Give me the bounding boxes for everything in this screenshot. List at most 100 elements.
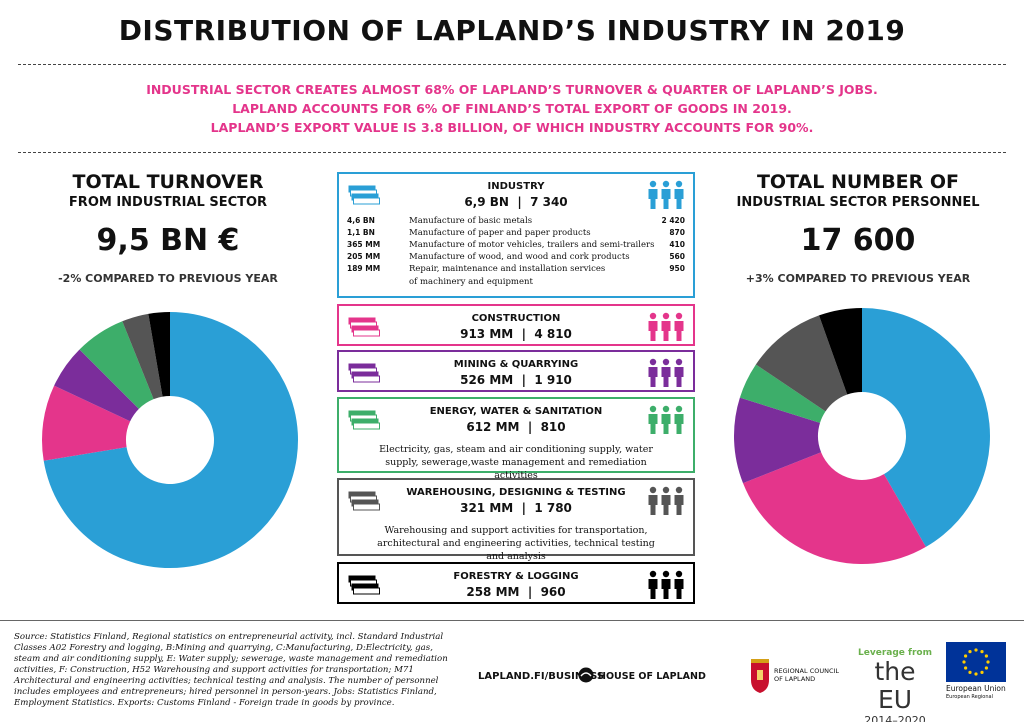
sector-turnover: 526 MM	[460, 373, 514, 387]
sector-personnel: 810	[540, 420, 566, 434]
money-stack-icon	[348, 317, 380, 337]
sector-name: ENERGY, WATER & SANITATION	[429, 406, 603, 417]
money-stack-icon	[348, 491, 380, 511]
eu-flag-icon	[946, 642, 1006, 682]
sector-name: FORESTRY & LOGGING	[453, 571, 579, 582]
sector-name: INDUSTRY	[487, 181, 545, 192]
turnover-subheading: FROM INDUSTRIAL SECTOR	[68, 195, 268, 210]
separator: |	[517, 373, 531, 387]
sector-personnel: 960	[540, 585, 566, 599]
eu-line: European Union	[946, 684, 1006, 693]
sub-desc: Manufacture of motor vehicles, trailers …	[409, 240, 655, 250]
turnover-value: 9,5 BN €	[96, 223, 240, 258]
sub-item-row: 365 MM Manufacture of motor vehicles, tr…	[347, 240, 685, 251]
sub-value: 4,6 BN	[347, 216, 375, 225]
personnel-heading: TOTAL NUMBER OF	[756, 171, 960, 193]
donut-slice-construction	[743, 452, 926, 564]
subtitle-line: INDUSTRIAL SECTOR CREATES ALMOST 68% OF …	[146, 82, 878, 97]
sub-value: 365 MM	[347, 240, 381, 249]
donut-slice-warehousing	[122, 313, 163, 400]
leverage-line: Leverage from	[858, 648, 932, 658]
turnover-summary: TOTAL TURNOVER FROM INDUSTRIAL SECTOR 9,…	[18, 170, 318, 285]
sector-personnel: 1 910	[534, 373, 572, 387]
leverage-line: the EU	[874, 657, 916, 714]
donut-slice-energy	[79, 321, 154, 409]
sector-values: 6,9 BN | 7 340	[339, 195, 693, 209]
website-link[interactable]: LAPLAND.FI/BUSINESS	[478, 671, 605, 682]
subtitle-line: LAPLAND’S EXPORT VALUE IS 3.8 BILLION, O…	[210, 120, 814, 135]
sector-values: 258 MM | 960	[339, 585, 693, 599]
sub-desc: Repair, maintenance and installation ser…	[409, 264, 606, 274]
sub-value: 205 MM	[347, 252, 381, 261]
divider-top	[18, 64, 1006, 65]
people-icon	[648, 180, 684, 209]
rc-line: OF LAPLAND	[774, 675, 816, 683]
sector-personnel: 7 340	[530, 195, 568, 209]
people-icon	[648, 358, 684, 387]
turnover-donut-chart	[42, 312, 298, 568]
sub-desc: Manufacture of paper and paper products	[409, 228, 591, 238]
sector-description: Electricity, gas, steam and air conditio…	[379, 444, 653, 481]
sector-turnover: 258 MM	[466, 585, 520, 599]
subtitle: INDUSTRIAL SECTOR CREATES ALMOST 68% OF …	[0, 80, 1024, 137]
sub-desc: Manufacture of wood, and wood and cork p…	[409, 252, 630, 262]
sub-item-row: of machinery and equipment	[347, 277, 685, 288]
sub-value: 1,1 BN	[347, 228, 375, 237]
people-icon	[648, 312, 684, 341]
sub-personnel: 2 420	[661, 216, 686, 225]
regional-council-name: REGIONAL COUNCIL OF LAPLAND	[774, 667, 839, 683]
people-icon	[648, 486, 684, 515]
sector-values: 526 MM | 1 910	[339, 373, 693, 387]
rc-line: REGIONAL COUNCIL	[774, 667, 840, 675]
sector-turnover: 612 MM	[466, 420, 520, 434]
donut-slice-industry	[43, 312, 298, 568]
subtitle-line: LAPLAND ACCOUNTS FOR 6% OF FINLAND’S TOT…	[232, 101, 792, 116]
sector-box-forestry: FORESTRY & LOGGING 258 MM | 960	[337, 562, 695, 604]
sector-personnel: 4 810	[534, 327, 572, 341]
sub-personnel: 870	[669, 228, 685, 237]
separator: |	[523, 420, 537, 434]
page-title: DISTRIBUTION OF LAPLAND’S INDUSTRY IN 20…	[118, 14, 906, 47]
sector-turnover: 913 MM	[460, 327, 514, 341]
money-stack-icon	[348, 575, 380, 595]
regional-council-crest-icon	[751, 659, 769, 693]
sub-value: 189 MM	[347, 264, 381, 273]
sub-desc: of machinery and equipment	[409, 277, 533, 287]
sector-box-warehousing: WAREHOUSING, DESIGNING & TESTING 321 MM …	[337, 478, 695, 562]
personnel-subheading: INDUSTRIAL SECTOR PERSONNEL	[736, 195, 980, 210]
sector-personnel: 1 780	[534, 501, 572, 515]
sector-values: 913 MM | 4 810	[339, 327, 693, 341]
eu-label: European Union European Regional	[946, 684, 1010, 702]
donut-slice-mining	[54, 349, 139, 422]
personnel-donut-chart	[734, 308, 990, 564]
house-of-lapland-logo-icon	[578, 667, 594, 683]
separator: |	[517, 501, 531, 515]
leverage-line: 2014–2020	[864, 714, 926, 722]
divider-mid	[18, 152, 1006, 153]
personnel-value: 17 600	[800, 223, 916, 258]
sector-box-construction: CONSTRUCTION 913 MM | 4 810	[337, 304, 695, 346]
house-of-lapland-text: HOUSE OF LAPLAND	[598, 671, 706, 682]
people-icon	[648, 570, 684, 599]
eu-line: European Regional	[946, 694, 993, 700]
footer-divider	[0, 620, 1024, 621]
personnel-note: +3% COMPARED TO PREVIOUS YEAR	[745, 272, 971, 285]
sector-description: Warehousing and support activities for t…	[377, 525, 655, 562]
sub-personnel: 560	[669, 252, 685, 261]
sector-name: WAREHOUSING, DESIGNING & TESTING	[406, 487, 626, 498]
sub-item-row: 189 MM Repair, maintenance and installat…	[347, 264, 685, 275]
sub-personnel: 410	[669, 240, 685, 249]
sub-desc: Manufacture of basic metals	[409, 216, 533, 226]
turnover-heading: TOTAL TURNOVER	[72, 171, 264, 193]
separator: |	[523, 585, 537, 599]
donut-slice-energy	[739, 364, 826, 423]
sub-personnel: 950	[669, 264, 685, 273]
sector-box-industry: INDUSTRY 6,9 BN | 7 340 4,6 BN Manufactu…	[337, 172, 695, 298]
separator: |	[513, 195, 526, 209]
separator: |	[517, 327, 531, 341]
sector-values: 612 MM | 810	[339, 420, 693, 434]
people-icon	[648, 405, 684, 434]
leverage-eu-logo: Leverage from the EU 2014–2020	[854, 648, 936, 722]
turnover-note: -2% COMPARED TO PREVIOUS YEAR	[58, 272, 278, 285]
donut-slice-construction	[42, 385, 131, 461]
